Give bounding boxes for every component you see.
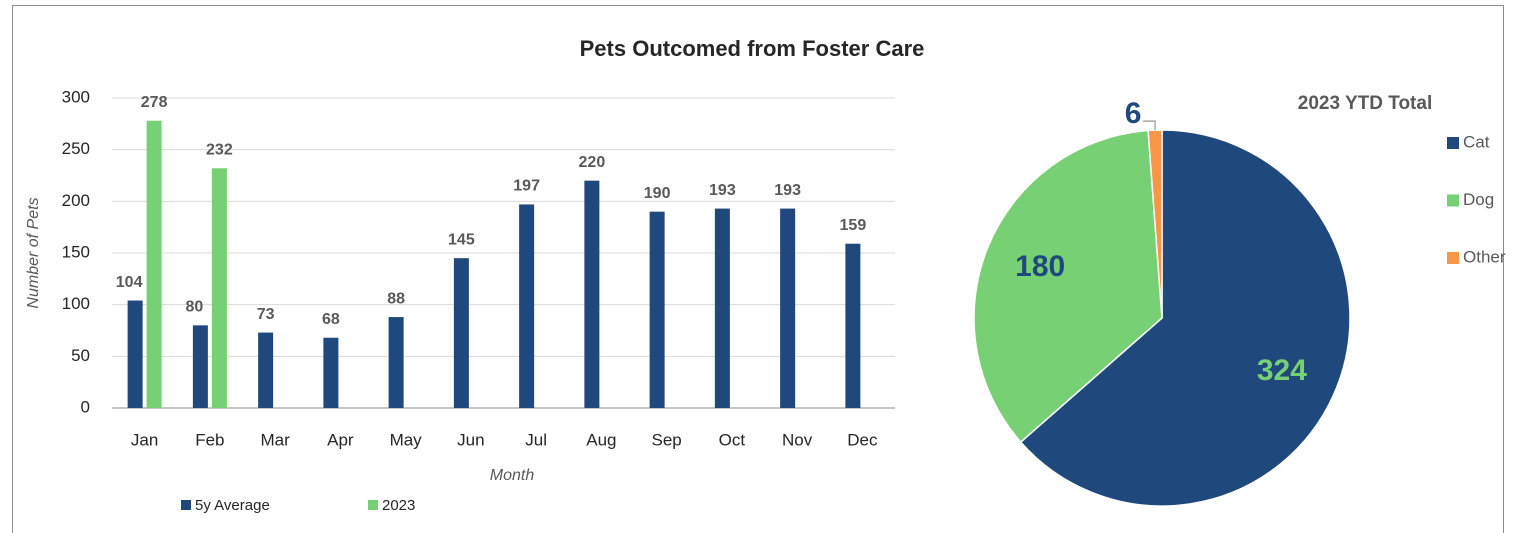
data-label: 220 [579, 154, 606, 171]
bar [323, 337, 339, 408]
legend-label: 5y Average [195, 497, 270, 514]
bar [258, 332, 274, 408]
data-label: 324 [1257, 354, 1307, 387]
x-tick-label: Jan [131, 430, 158, 449]
bar [584, 180, 600, 408]
x-tick-label: Nov [782, 430, 813, 449]
data-label: 68 [322, 311, 340, 328]
x-tick-label: Oct [719, 430, 746, 449]
y-tick-label: 50 [71, 346, 90, 365]
x-tick-label: May [390, 430, 423, 449]
data-label: 193 [709, 182, 736, 199]
pie-slice [1019, 129, 1351, 507]
frame [12, 5, 1504, 533]
x-tick-label: Mar [260, 430, 290, 449]
data-label: 145 [448, 231, 475, 248]
data-label: 193 [774, 182, 801, 199]
data-label: 197 [513, 178, 540, 195]
data-label: 6 [1125, 97, 1142, 130]
data-label: 159 [840, 217, 867, 234]
legend-swatch [1447, 252, 1459, 264]
bar [211, 168, 227, 408]
bar [714, 208, 730, 408]
legend-swatch [368, 500, 378, 510]
legend-swatch [1447, 137, 1459, 149]
leader-line [1143, 120, 1156, 131]
x-tick-label: Jun [457, 430, 484, 449]
pie-slice [973, 129, 1163, 444]
bar [146, 120, 162, 408]
x-tick-label: Dec [847, 430, 878, 449]
bar [388, 317, 404, 408]
y-tick-label: 0 [81, 397, 90, 416]
y-tick-label: 250 [62, 139, 90, 158]
x-axis-label: Month [490, 467, 535, 484]
data-label: 190 [644, 185, 671, 202]
x-tick-label: Jul [525, 430, 547, 449]
y-tick-label: 100 [62, 294, 90, 313]
data-label: 180 [1015, 250, 1065, 283]
y-tick-label: 200 [62, 191, 90, 210]
x-tick-label: Apr [327, 430, 354, 449]
x-tick-label: Feb [195, 430, 224, 449]
bar [780, 208, 796, 408]
data-label: 80 [185, 299, 203, 316]
bar [845, 243, 861, 408]
legend-label: Dog [1463, 190, 1494, 209]
bar [649, 211, 665, 408]
y-axis-label: Number of Pets [25, 197, 42, 308]
chart-title: Pets Outcomed from Foster Care [580, 36, 925, 61]
legend-label: Cat [1463, 132, 1490, 151]
data-label: 278 [141, 94, 168, 111]
data-label: 104 [116, 274, 143, 291]
y-tick-label: 300 [62, 87, 90, 106]
x-tick-label: Aug [586, 430, 616, 449]
legend-swatch [1447, 194, 1459, 207]
x-tick-label: Sep [652, 430, 682, 449]
bar [127, 300, 143, 408]
bar [192, 325, 208, 408]
legend-swatch [181, 500, 191, 510]
bar [519, 204, 535, 408]
legend-label: Other [1463, 247, 1506, 266]
y-tick-label: 150 [62, 242, 90, 261]
data-label: 232 [206, 141, 233, 158]
bar [453, 258, 469, 408]
data-label: 73 [257, 306, 275, 323]
legend-label: 2023 [382, 497, 415, 514]
data-label: 88 [387, 290, 405, 307]
pie-title: 2023 YTD Total [1298, 93, 1432, 114]
